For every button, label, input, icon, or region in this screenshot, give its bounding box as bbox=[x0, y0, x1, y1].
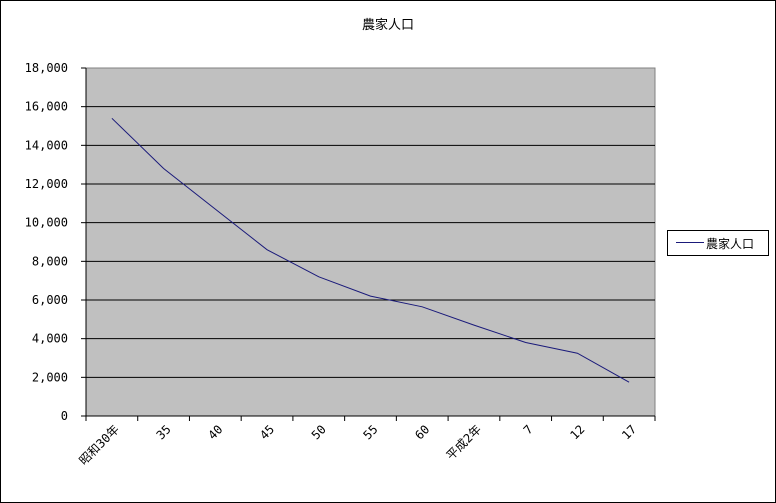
y-tick-label: 0 bbox=[61, 409, 68, 423]
x-tick-label: 35 bbox=[154, 422, 174, 442]
y-tick-label: 16,000 bbox=[25, 100, 68, 114]
y-tick-label: 4,000 bbox=[32, 332, 68, 346]
x-tick-label: 7 bbox=[521, 422, 536, 437]
legend-label: 農家人口 bbox=[706, 237, 755, 251]
y-tick-label: 8,000 bbox=[32, 254, 68, 268]
y-tick-label: 14,000 bbox=[25, 138, 68, 152]
y-tick-label: 12,000 bbox=[25, 177, 68, 191]
y-tick-label: 2,000 bbox=[32, 370, 68, 384]
x-tick-label: 昭和30年 bbox=[76, 422, 122, 468]
y-tick-label: 6,000 bbox=[32, 293, 68, 307]
legend-line-swatch bbox=[676, 242, 704, 243]
y-tick-label: 18,000 bbox=[25, 61, 68, 75]
x-tick-label: 17 bbox=[619, 422, 639, 442]
chart-title: 農家人口 bbox=[361, 18, 414, 33]
x-tick-label: 平成2年 bbox=[444, 422, 484, 462]
x-tick-label: 12 bbox=[567, 422, 587, 442]
x-tick-label: 55 bbox=[361, 422, 381, 442]
x-tick-label: 50 bbox=[309, 422, 329, 442]
x-tick-label: 40 bbox=[205, 422, 225, 442]
y-tick-label: 10,000 bbox=[25, 216, 68, 230]
x-tick-label: 45 bbox=[257, 422, 277, 442]
series-line bbox=[111, 117, 630, 383]
legend: 農家人口 bbox=[667, 230, 769, 256]
x-tick-label: 60 bbox=[412, 422, 432, 442]
plot-background bbox=[85, 67, 656, 417]
